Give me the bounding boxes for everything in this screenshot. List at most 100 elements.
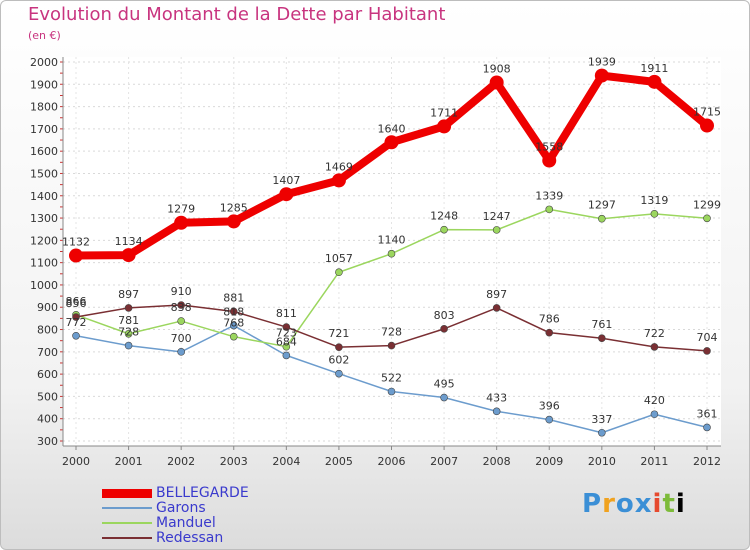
legend-label: Redessan — [156, 530, 224, 546]
logo-letter: t — [662, 489, 676, 519]
data-label: 786 — [539, 313, 560, 326]
data-label: 704 — [697, 331, 718, 344]
data-label: 761 — [591, 318, 612, 331]
x-tick-label: 2007 — [430, 455, 458, 468]
data-point — [331, 173, 346, 188]
y-tick-label: 600 — [37, 368, 58, 381]
x-tick-label: 2005 — [325, 455, 353, 468]
data-point — [489, 75, 504, 90]
data-point — [650, 410, 659, 419]
data-point — [174, 215, 189, 230]
data-point — [598, 428, 606, 437]
data-point — [335, 369, 343, 378]
logo-letter: r — [602, 489, 616, 519]
legend-label: Garons — [156, 500, 206, 516]
data-point — [387, 387, 396, 396]
data-label: 1247 — [483, 210, 511, 223]
x-tick-label: 2009 — [535, 455, 563, 468]
data-label: 1297 — [588, 199, 616, 212]
data-point — [440, 393, 448, 402]
data-label: 781 — [118, 314, 139, 327]
chart-title: Evolution du Montant de la Dette par Hab… — [28, 4, 446, 25]
x-tick-label: 2006 — [378, 455, 406, 468]
data-label: 337 — [591, 413, 612, 426]
x-tick-label: 2002 — [167, 455, 195, 468]
data-point — [335, 268, 343, 277]
y-tick-label: 400 — [37, 413, 58, 426]
x-tick-label: 2008 — [483, 455, 511, 468]
data-point — [226, 214, 241, 229]
data-label: 420 — [644, 394, 665, 407]
data-label: 1140 — [378, 234, 406, 247]
legend-label: BELLEGARDE — [156, 485, 249, 501]
x-tick-label: 2012 — [693, 455, 721, 468]
data-label: 1248 — [430, 210, 458, 223]
data-point — [492, 304, 501, 312]
data-point — [545, 328, 554, 337]
logo-letter: P — [582, 489, 603, 519]
data-point — [440, 325, 448, 333]
data-label: 722 — [644, 327, 665, 340]
data-point — [177, 301, 185, 309]
data-label: 1908 — [483, 63, 511, 76]
y-tick-label: 1500 — [30, 167, 58, 180]
data-point — [69, 248, 83, 263]
data-point — [335, 343, 343, 351]
data-label: 1640 — [378, 122, 406, 135]
legend-swatch — [102, 489, 152, 498]
data-point — [124, 341, 133, 350]
data-label: 1132 — [62, 236, 90, 249]
data-label: 1134 — [115, 235, 143, 248]
data-label: 772 — [66, 316, 87, 329]
data-point — [440, 225, 448, 234]
data-label: 602 — [328, 354, 349, 367]
x-tick-label: 2004 — [272, 455, 300, 468]
data-point — [598, 334, 606, 343]
data-point — [703, 423, 711, 432]
data-point — [650, 210, 659, 218]
data-label: 1319 — [640, 194, 668, 207]
data-point — [703, 347, 711, 355]
data-label: 433 — [486, 391, 507, 404]
data-label: 1558 — [535, 141, 563, 154]
data-label: 1469 — [325, 160, 353, 173]
proxiti-logo: Proxiti — [582, 489, 686, 519]
data-point — [650, 343, 659, 351]
data-label: 1715 — [693, 106, 721, 119]
data-point — [279, 187, 294, 202]
y-tick-label: 300 — [37, 435, 58, 448]
data-point — [647, 74, 662, 89]
data-label: 1279 — [167, 203, 195, 216]
data-point — [282, 323, 291, 331]
data-label: 1057 — [325, 252, 353, 265]
data-point — [229, 307, 238, 316]
data-point — [121, 248, 136, 263]
data-point — [542, 153, 557, 168]
data-point — [492, 226, 501, 234]
y-tick-label: 1000 — [30, 279, 58, 292]
y-tick-label: 700 — [37, 346, 58, 359]
data-label: 910 — [171, 285, 192, 298]
data-label: 818 — [223, 306, 244, 319]
y-tick-label: 1700 — [30, 123, 58, 136]
data-point — [282, 351, 291, 360]
data-label: 522 — [381, 372, 402, 385]
y-tick-label: 1800 — [30, 101, 58, 114]
data-point — [492, 407, 501, 416]
y-tick-label: 1100 — [30, 257, 58, 270]
y-tick-label: 500 — [37, 390, 58, 403]
data-point — [387, 249, 396, 258]
x-tick-label: 2010 — [588, 455, 616, 468]
data-point — [703, 214, 711, 223]
data-label: 1939 — [588, 56, 616, 69]
data-label: 897 — [486, 288, 507, 301]
data-point — [282, 342, 291, 351]
legend-swatch — [102, 507, 152, 509]
y-tick-label: 1200 — [30, 234, 58, 247]
y-tick-label: 800 — [37, 324, 58, 337]
data-label: 700 — [171, 332, 192, 345]
data-label: 495 — [434, 378, 455, 391]
data-label: 1711 — [430, 106, 458, 119]
